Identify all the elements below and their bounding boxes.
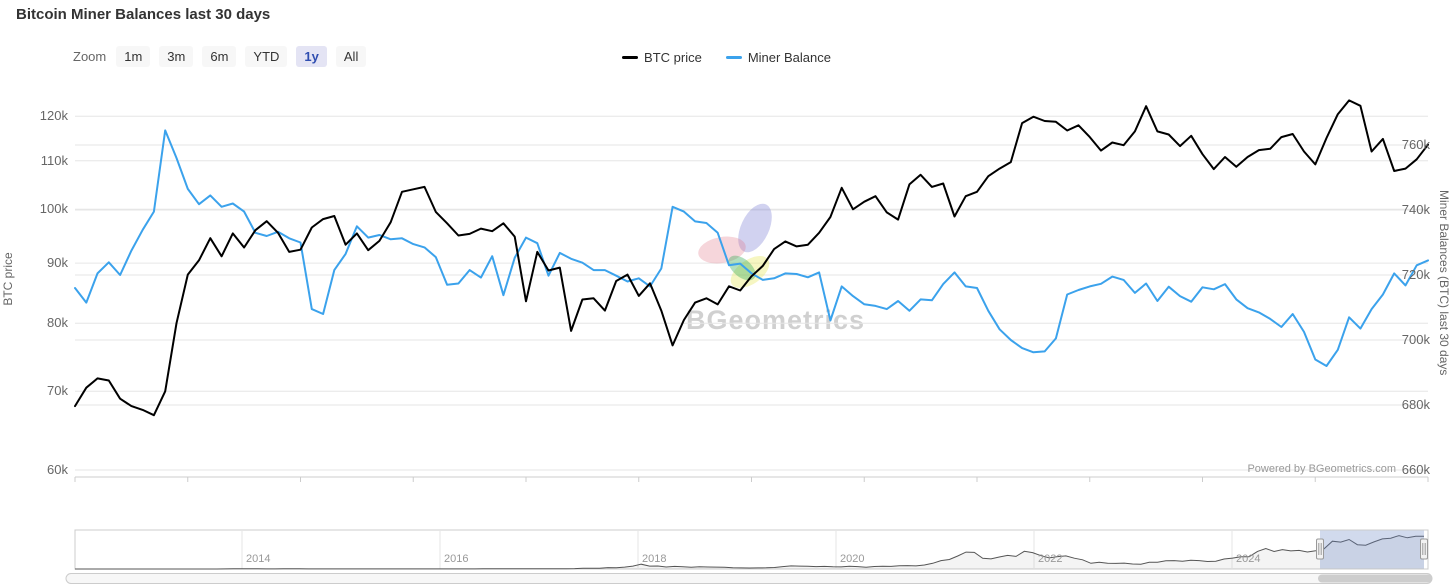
range-button-1y[interactable]: 1y: [296, 46, 327, 67]
left-axis-title: BTC price: [1, 252, 15, 306]
watermark-logo-petal: [738, 203, 772, 253]
scrollbar-thumb[interactable]: [1318, 574, 1432, 583]
right-axis-title: Miner Balances (BTC) last 30 days: [1437, 190, 1451, 376]
range-buttons: 1m 3m 6m YTD 1y All: [116, 46, 375, 67]
range-selector: Zoom 1m 3m 6m YTD 1y All: [73, 46, 375, 67]
range-button-1m[interactable]: 1m: [116, 46, 151, 67]
watermark-logo-petal: [698, 236, 746, 264]
legend: BTC price Miner Balance: [0, 50, 1453, 65]
chart-title: Bitcoin Miner Balances last 30 days: [16, 6, 271, 23]
range-button-all[interactable]: All: [335, 46, 367, 67]
scrollbar-track[interactable]: [65, 573, 1433, 584]
watermark-logo-petal: [728, 255, 756, 281]
navigator-line: [75, 535, 1424, 570]
series-miner-balance: [74, 129, 1429, 367]
legend-marker: [725, 56, 742, 59]
credits-link[interactable]: Powered by BGeometrics.com: [1247, 463, 1396, 475]
legend-item-miner-balance[interactable]: Miner Balance: [725, 50, 831, 65]
navigator-handle-right[interactable]: [1420, 538, 1428, 560]
navigator-area[interactable]: [75, 535, 1424, 569]
legend-marker: [622, 56, 639, 59]
legend-label: BTC price: [644, 50, 702, 65]
range-button-3m[interactable]: 3m: [159, 46, 194, 67]
legend-label: Miner Balance: [747, 50, 831, 65]
series-btc-price: [74, 99, 1429, 417]
legend-item-btc-price[interactable]: BTC price: [622, 50, 702, 65]
navigator-selection[interactable]: [1320, 530, 1424, 569]
navigator-handle-left[interactable]: [1316, 538, 1324, 560]
zoom-label: Zoom: [73, 49, 107, 64]
range-button-ytd[interactable]: YTD: [245, 46, 288, 67]
range-button-6m[interactable]: 6m: [202, 46, 237, 67]
